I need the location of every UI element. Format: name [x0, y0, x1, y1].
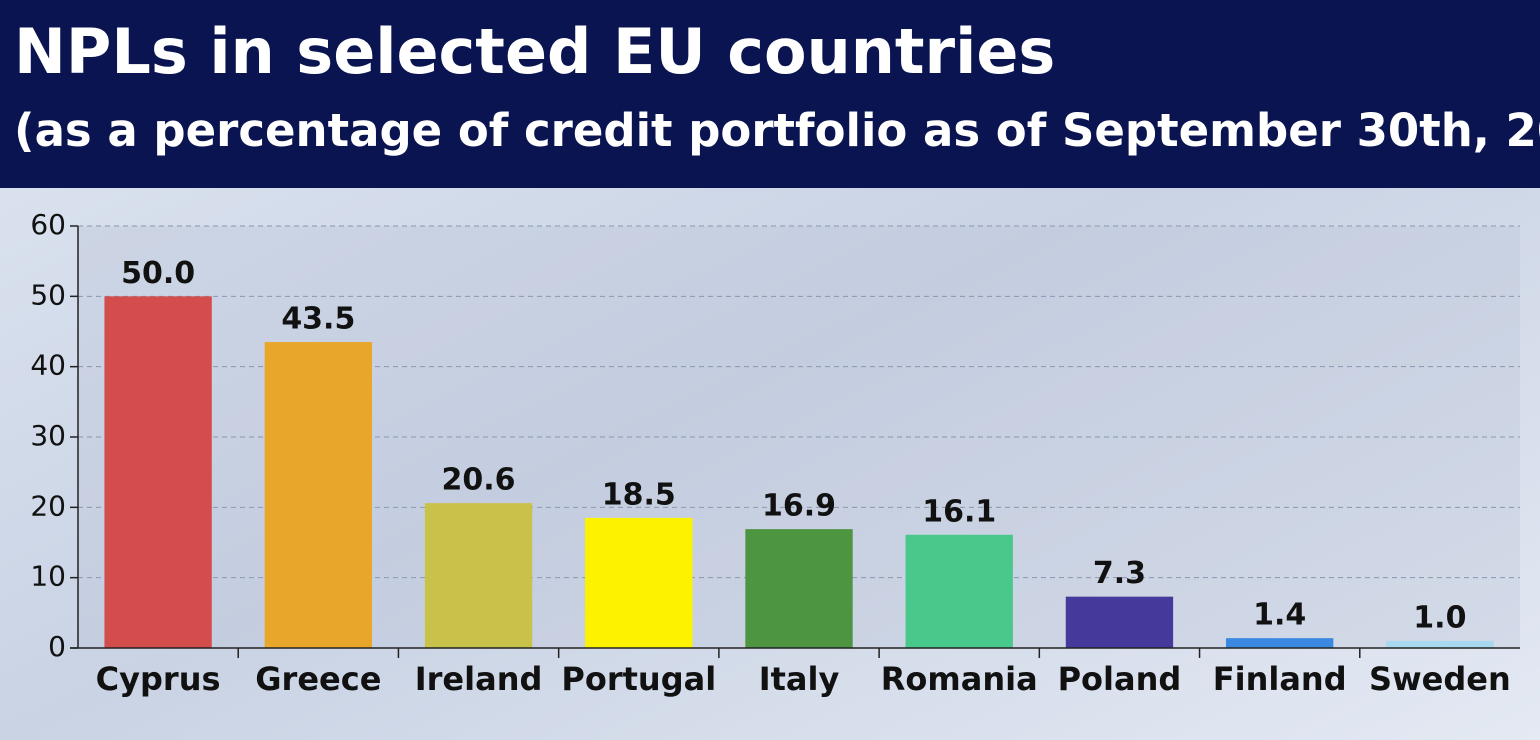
bar — [905, 534, 1013, 648]
bar — [104, 296, 212, 648]
chart-title: NPLs in selected EU countries — [14, 15, 1055, 88]
value-label: 1.0 — [1413, 600, 1466, 635]
value-label: 43.5 — [281, 302, 355, 337]
x-tick-label: Finland — [1213, 660, 1347, 698]
y-tick-label: 50 — [30, 278, 66, 311]
value-label: 16.1 — [922, 494, 996, 529]
x-tick-label: Ireland — [415, 660, 543, 698]
value-label: 50.0 — [121, 256, 195, 291]
chart-subtitle: (as a percentage of credit portfolio as … — [14, 104, 1540, 157]
value-label: 7.3 — [1093, 556, 1146, 591]
bar — [1065, 596, 1174, 648]
value-label: 16.9 — [762, 489, 836, 524]
bar — [424, 503, 533, 648]
y-tick-label: 30 — [30, 419, 66, 452]
x-tick-label: Cyprus — [96, 660, 221, 698]
value-label: 20.6 — [442, 463, 516, 498]
x-tick-label: Sweden — [1369, 660, 1511, 698]
bar — [585, 517, 693, 648]
bar — [745, 529, 853, 648]
header — [0, 0, 1540, 188]
x-tick-label: Romania — [881, 660, 1038, 698]
x-tick-label: Portugal — [561, 660, 716, 698]
value-label: 1.4 — [1253, 598, 1306, 633]
y-tick-label: 20 — [30, 489, 66, 522]
x-tick-label: Greece — [255, 660, 381, 698]
y-tick-label: 10 — [30, 560, 66, 593]
bar — [1386, 640, 1494, 648]
value-label: 18.5 — [602, 477, 676, 512]
x-tick-label: Poland — [1058, 660, 1182, 698]
bar — [1225, 638, 1334, 648]
y-tick-label: 60 — [30, 208, 66, 241]
y-tick-label: 40 — [30, 349, 66, 382]
x-tick-label: Italy — [759, 660, 840, 698]
y-tick-label: 0 — [48, 630, 66, 663]
bar — [264, 342, 373, 648]
